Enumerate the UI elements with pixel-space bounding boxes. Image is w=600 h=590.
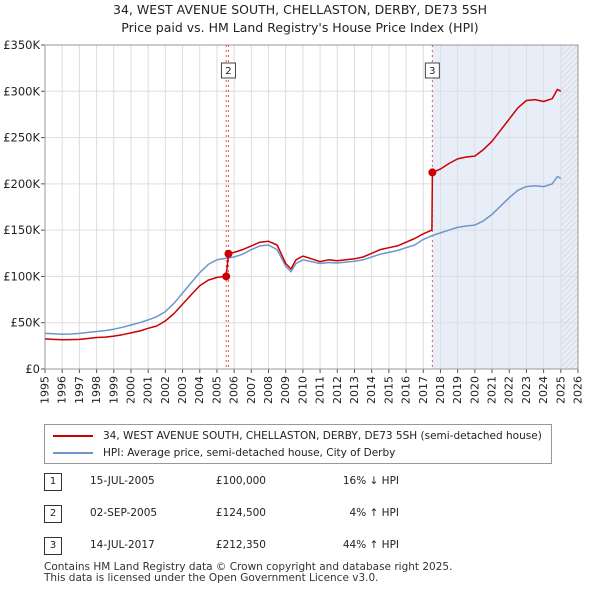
x-tick-label: 2011: [314, 376, 327, 404]
x-tick-label: 2012: [331, 376, 344, 404]
y-tick-label: £200K: [3, 177, 40, 191]
plot-frame: [44, 44, 579, 370]
x-tick-label: 2009: [279, 376, 292, 404]
legend-item-hpi: HPI: Average price, semi-detached house,…: [53, 445, 395, 461]
sale-box-3: [424, 62, 440, 79]
x-tick-label: 2025: [554, 376, 567, 404]
legend-swatch-property: [53, 435, 93, 437]
sale-box-label-2: 2: [225, 66, 231, 77]
footer-copyright: Contains HM Land Registry data © Crown c…: [44, 561, 453, 573]
chart-legend: 34, WEST AVENUE SOUTH, CHELLASTON, DERBY…: [44, 424, 552, 464]
footer-licence: This data is licensed under the Open Gov…: [44, 572, 379, 584]
sale-box-label-3: 3: [429, 66, 435, 77]
x-tick-label: 2001: [142, 376, 155, 404]
x-tick-label: 1997: [73, 376, 86, 404]
sale-box-2: [220, 62, 236, 79]
sale-point-1: [222, 272, 231, 281]
sale-badge: 2: [44, 505, 62, 523]
x-tick-label: 2021: [486, 376, 499, 404]
x-tick-label: 2004: [193, 376, 206, 404]
x-tick-label: 2015: [382, 376, 395, 404]
x-tick-label: 2019: [451, 376, 464, 404]
chart-title-address: 34, WEST AVENUE SOUTH, CHELLASTON, DERBY…: [113, 2, 487, 17]
shaded-region: [432, 45, 578, 369]
x-tick-label: 2014: [365, 376, 378, 404]
x-tick-label: 2007: [245, 376, 258, 404]
y-tick-label: £300K: [3, 84, 40, 98]
x-tick-label: 2017: [417, 376, 430, 404]
x-tick-label: 2024: [537, 376, 550, 404]
x-tick-label: 2005: [210, 376, 223, 404]
chart-title-subtitle: Price paid vs. HM Land Registry's House …: [121, 20, 479, 35]
x-tick-label: 2008: [262, 376, 275, 404]
legend-item-property: 34, WEST AVENUE SOUTH, CHELLASTON, DERBY…: [53, 428, 542, 444]
x-tick-label: 1998: [90, 376, 103, 404]
sale-badge: 3: [44, 537, 62, 555]
y-tick-label: £50K: [11, 316, 41, 330]
sale-badge: 1: [44, 473, 62, 491]
x-tick-label: 2023: [520, 376, 533, 404]
x-tick-label: 2006: [228, 376, 241, 404]
sale-hpi-change: 4% ↑ HPI: [349, 507, 399, 519]
x-tick-label: 2026: [572, 376, 585, 404]
y-tick-label: £150K: [3, 223, 40, 237]
property-price-line: [44, 88, 562, 341]
x-tick-label: 2010: [296, 376, 309, 404]
y-tick-label: £0: [25, 362, 40, 376]
legend-label-hpi: HPI: Average price, semi-detached house,…: [103, 447, 396, 459]
x-tick-label: 1995: [39, 376, 52, 404]
hpi-line: [44, 175, 562, 336]
sale-price: £212,350: [215, 539, 266, 551]
x-tick-label: 2016: [400, 376, 413, 404]
x-tick-label: 2002: [159, 376, 172, 404]
x-tick-label: 2000: [124, 376, 137, 404]
legend-swatch-hpi: [53, 452, 93, 454]
sale-point-3: [428, 168, 437, 177]
sale-point-2: [224, 249, 233, 258]
sale-price: £100,000: [215, 475, 266, 487]
x-tick-label: 2013: [348, 376, 361, 404]
x-tick-label: 2018: [434, 376, 447, 404]
y-tick-label: £350K: [3, 38, 40, 52]
price-chart: 1995 1996 1997 1998 1999 2000 2001 2002 2003 2004…: [3, 38, 585, 404]
sale-price: £124,500: [215, 507, 266, 519]
x-tick-label: 2020: [468, 376, 481, 404]
x-tick-label: 2022: [503, 376, 516, 404]
y-tick-label: £250K: [3, 131, 40, 145]
legend-label-property: 34, WEST AVENUE SOUTH, CHELLASTON, DERBY…: [103, 430, 542, 442]
x-tick-label: 1996: [56, 376, 69, 404]
sale-hpi-change: 44% ↑ HPI: [342, 539, 399, 551]
hatched-region: [560, 45, 578, 369]
x-tick-label: 2003: [176, 376, 189, 404]
sale-date: 14-JUL-2017: [90, 539, 155, 551]
sale-date: 02-SEP-2005: [90, 507, 158, 519]
y-tick-label: £100K: [3, 269, 40, 283]
sale-date: 15-JUL-2005: [90, 475, 155, 487]
x-tick-label: 1999: [107, 376, 120, 404]
sale-hpi-change: 16% ↓ HPI: [342, 475, 399, 487]
